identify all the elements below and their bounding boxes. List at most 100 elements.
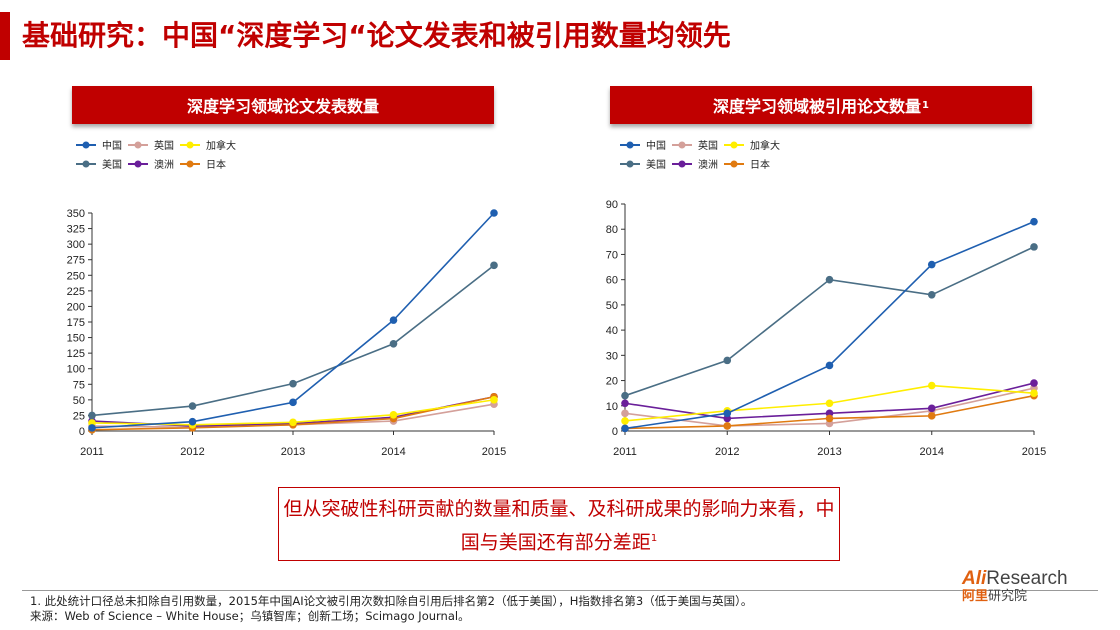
page-title: 基础研究：中国“深度学习“论文发表和被引用数量均领先	[22, 19, 731, 52]
y-tick-label: 0	[612, 426, 618, 438]
data-point	[490, 261, 498, 270]
data-point	[621, 409, 629, 418]
callout-box: 但从突破性科研贡献的数量和质量、及科研成果的影响力来看，中国与美国还有部分差距1	[278, 487, 840, 561]
legend-marker-1	[82, 141, 90, 149]
logo-ali: Ali	[962, 568, 987, 589]
data-point	[825, 361, 834, 370]
logo-cn-red: 阿里	[962, 589, 989, 604]
chart-1-header-text: 深度学习领域论文发表数量	[186, 97, 379, 116]
x-tick-label: 2013	[281, 446, 305, 458]
series-line-4	[91, 264, 495, 417]
y-tick-label: 325	[67, 224, 85, 236]
x-tick-label: 2015	[482, 446, 506, 458]
data-point	[1030, 389, 1038, 397]
logo-chinese: 阿里研究院	[962, 589, 1084, 604]
y-tick-label: 200	[67, 301, 85, 313]
data-point	[1030, 379, 1038, 387]
data-point	[389, 340, 398, 348]
y-tick-label: 40	[606, 325, 618, 337]
legend-marker-2	[678, 141, 686, 149]
y-tick-label: 225	[67, 286, 85, 298]
data-point	[723, 356, 732, 365]
data-point	[289, 418, 297, 427]
legend-marker-5	[678, 160, 686, 168]
data-point	[289, 379, 297, 388]
data-point	[88, 424, 96, 432]
y-tick-label: 10	[606, 401, 618, 413]
data-point	[389, 316, 398, 324]
data-point	[927, 260, 936, 269]
legend-label-5: 澳洲	[154, 158, 174, 171]
legend-label-2: 英国	[154, 139, 174, 152]
legend-label-3: 加拿大	[206, 139, 236, 152]
data-point	[927, 381, 936, 390]
legend-marker-4	[626, 160, 634, 168]
data-point	[289, 398, 297, 407]
legend-label-6: 日本	[750, 158, 770, 171]
y-tick-label: 350	[67, 208, 85, 220]
chart-2-header-sup: 1	[922, 99, 929, 111]
callout-sup: 1	[650, 533, 658, 544]
footer-divider	[22, 590, 1098, 591]
data-point	[927, 291, 936, 299]
y-tick-label: 250	[67, 270, 85, 282]
chart-2-header-text: 深度学习领域被引用论文数量	[713, 97, 922, 116]
x-tick-label: 2013	[817, 446, 841, 458]
data-point	[490, 396, 498, 404]
legend-marker-6	[730, 160, 738, 168]
data-point	[88, 411, 96, 420]
y-tick-label: 175	[67, 317, 85, 329]
legend-marker-1	[626, 141, 634, 149]
data-point	[825, 399, 834, 408]
y-tick-label: 30	[606, 350, 618, 362]
legend-marker-6	[186, 160, 194, 168]
legend-label-4: 美国	[646, 158, 666, 171]
x-tick-label: 2011	[80, 446, 104, 458]
legend-marker-3	[186, 141, 194, 149]
legend-marker-4	[82, 160, 90, 168]
chart-1-header: 深度学习领域论文发表数量	[72, 86, 494, 124]
series-line-1	[91, 212, 495, 429]
legend-marker-2	[134, 141, 142, 149]
y-tick-label: 0	[79, 426, 85, 438]
data-point	[1030, 243, 1038, 251]
data-point	[723, 409, 732, 418]
x-tick-label: 2015	[1022, 446, 1046, 458]
data-point	[621, 417, 629, 425]
legend-label-3: 加拿大	[750, 139, 780, 152]
title-accent-bar	[0, 12, 10, 60]
legend-label-6: 日本	[206, 158, 226, 171]
logo-research: Research	[986, 568, 1068, 589]
y-tick-label: 50	[73, 395, 85, 407]
footnote: 1. 此处统计口径总未扣除自引用数量，2015年中国AI论文被引用次数扣除自引用…	[30, 594, 752, 624]
y-tick-label: 60	[606, 275, 618, 287]
logo-latin: AliResearch	[962, 569, 1084, 589]
data-point	[825, 414, 834, 423]
y-tick-label: 70	[606, 249, 618, 261]
chart-2-header: 深度学习领域被引用论文数量 1	[610, 86, 1032, 124]
y-tick-label: 80	[606, 224, 618, 236]
legend-marker-5	[134, 160, 142, 168]
x-tick-label: 2014	[920, 446, 944, 458]
y-tick-label: 75	[73, 379, 85, 391]
x-tick-label: 2014	[381, 446, 405, 458]
data-point	[621, 424, 629, 433]
data-point	[825, 275, 834, 284]
data-point	[723, 422, 732, 430]
legend-label-1: 中国	[102, 139, 122, 152]
legend-label-4: 美国	[102, 158, 122, 171]
x-tick-label: 2011	[613, 446, 637, 458]
y-tick-label: 125	[67, 348, 85, 360]
y-tick-label: 300	[67, 239, 85, 251]
legend-marker-3	[730, 141, 738, 149]
data-point	[490, 209, 498, 217]
data-point	[927, 412, 936, 420]
y-tick-label: 25	[73, 410, 85, 422]
legend-label-1: 中国	[646, 139, 666, 152]
data-point	[389, 411, 398, 419]
y-tick-label: 100	[67, 364, 85, 376]
data-point	[927, 404, 936, 413]
y-tick-label: 20	[606, 376, 618, 388]
y-tick-label: 50	[606, 300, 618, 312]
